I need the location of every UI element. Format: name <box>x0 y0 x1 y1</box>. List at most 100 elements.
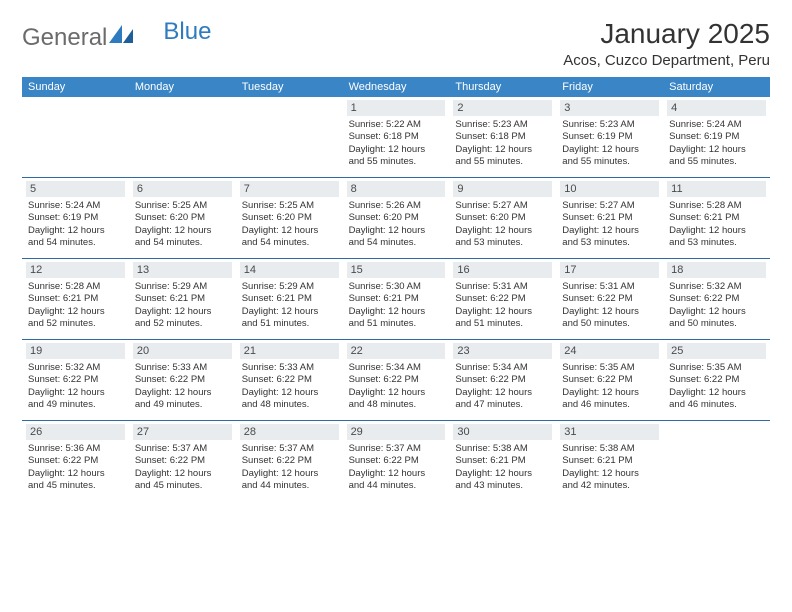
sunset-text: Sunset: 6:22 PM <box>28 374 123 386</box>
calendar: Sunday Monday Tuesday Wednesday Thursday… <box>22 77 770 501</box>
daylight-text: Daylight: 12 hours and 46 minutes. <box>562 387 657 412</box>
day-number: 26 <box>26 424 125 440</box>
sunrise-text: Sunrise: 5:23 AM <box>562 119 657 131</box>
sunrise-text: Sunrise: 5:33 AM <box>135 362 230 374</box>
sunset-text: Sunset: 6:21 PM <box>28 293 123 305</box>
sunset-text: Sunset: 6:22 PM <box>349 374 444 386</box>
day-info: Sunrise: 5:28 AMSunset: 6:21 PMDaylight:… <box>667 200 766 249</box>
daylight-text: Daylight: 12 hours and 54 minutes. <box>28 225 123 250</box>
day-info: Sunrise: 5:36 AMSunset: 6:22 PMDaylight:… <box>26 443 125 492</box>
day-cell <box>129 97 236 177</box>
sunset-text: Sunset: 6:22 PM <box>135 374 230 386</box>
sunrise-text: Sunrise: 5:35 AM <box>562 362 657 374</box>
day-cell: 11 Sunrise: 5:28 AMSunset: 6:21 PMDayligh… <box>663 178 770 258</box>
day-cell: 23Sunrise: 5:34 AMSunset: 6:22 PMDayligh… <box>449 340 556 420</box>
day-number: 8 <box>347 181 446 197</box>
day-info: Sunrise: 5:27 AMSunset: 6:20 PMDaylight:… <box>453 200 552 249</box>
day-info: Sunrise: 5:28 AMSunset: 6:21 PMDaylight:… <box>26 281 125 330</box>
day-cell: 6Sunrise: 5:25 AMSunset: 6:20 PMDaylight… <box>129 178 236 258</box>
day-cell: 16Sunrise: 5:31 AMSunset: 6:22 PMDayligh… <box>449 259 556 339</box>
day-cell: 9Sunrise: 5:27 AMSunset: 6:20 PMDaylight… <box>449 178 556 258</box>
day-info: Sunrise: 5:29 AMSunset: 6:21 PMDaylight:… <box>240 281 339 330</box>
daylight-text: Daylight: 12 hours and 54 minutes. <box>349 225 444 250</box>
day-number: 23 <box>453 343 552 359</box>
day-number: 28 <box>240 424 339 440</box>
day-info: Sunrise: 5:37 AMSunset: 6:22 PMDaylight:… <box>133 443 232 492</box>
day-info: Sunrise: 5:26 AMSunset: 6:20 PMDaylight:… <box>347 200 446 249</box>
sunset-text: Sunset: 6:19 PM <box>562 131 657 143</box>
day-info: Sunrise: 5:34 AMSunset: 6:22 PMDaylight:… <box>347 362 446 411</box>
sunrise-text: Sunrise: 5:30 AM <box>349 281 444 293</box>
day-number: 7 <box>240 181 339 197</box>
sunset-text: Sunset: 6:22 PM <box>242 455 337 467</box>
daylight-text: Daylight: 12 hours and 50 minutes. <box>669 306 764 331</box>
sunrise-text: Sunrise: 5:31 AM <box>455 281 550 293</box>
daylight-text: Daylight: 12 hours and 50 minutes. <box>562 306 657 331</box>
day-number: 5 <box>26 181 125 197</box>
day-info: Sunrise: 5:33 AMSunset: 6:22 PMDaylight:… <box>240 362 339 411</box>
daylight-text: Daylight: 12 hours and 46 minutes. <box>669 387 764 412</box>
day-info: Sunrise: 5:29 AMSunset: 6:21 PMDaylight:… <box>133 281 232 330</box>
daylight-text: Daylight: 12 hours and 54 minutes. <box>242 225 337 250</box>
week-row: 26Sunrise: 5:36 AMSunset: 6:22 PMDayligh… <box>22 421 770 501</box>
sunset-text: Sunset: 6:22 PM <box>135 455 230 467</box>
day-info: Sunrise: 5:38 AMSunset: 6:21 PMDaylight:… <box>560 443 659 492</box>
sunrise-text: Sunrise: 5:24 AM <box>28 200 123 212</box>
sunset-text: Sunset: 6:22 PM <box>562 293 657 305</box>
brand-part1: General <box>22 24 107 52</box>
day-cell: 2Sunrise: 5:23 AMSunset: 6:18 PMDaylight… <box>449 97 556 177</box>
sunset-text: Sunset: 6:22 PM <box>455 293 550 305</box>
day-number: 4 <box>667 100 766 116</box>
day-cell: 13Sunrise: 5:29 AMSunset: 6:21 PMDayligh… <box>129 259 236 339</box>
day-cell: 22Sunrise: 5:34 AMSunset: 6:22 PMDayligh… <box>343 340 450 420</box>
sunrise-text: Sunrise: 5:34 AM <box>349 362 444 374</box>
day-info: Sunrise: 5:37 AMSunset: 6:22 PMDaylight:… <box>240 443 339 492</box>
day-number: 17 <box>560 262 659 278</box>
sunset-text: Sunset: 6:20 PM <box>455 212 550 224</box>
dow-thursday: Thursday <box>449 77 556 97</box>
day-number: 31 <box>560 424 659 440</box>
sunset-text: Sunset: 6:20 PM <box>242 212 337 224</box>
sunrise-text: Sunrise: 5:23 AM <box>455 119 550 131</box>
day-number: 1 <box>347 100 446 116</box>
day-cell: 31 Sunrise: 5:38 AMSunset: 6:21 PMDayligh… <box>556 421 663 501</box>
day-info: Sunrise: 5:31 AMSunset: 6:22 PMDaylight:… <box>560 281 659 330</box>
daylight-text: Daylight: 12 hours and 55 minutes. <box>455 144 550 169</box>
daylight-text: Daylight: 12 hours and 54 minutes. <box>135 225 230 250</box>
day-info: Sunrise: 5:37 AMSunset: 6:22 PMDaylight:… <box>347 443 446 492</box>
day-info: Sunrise: 5:32 AMSunset: 6:22 PMDaylight:… <box>26 362 125 411</box>
day-cell <box>663 421 770 501</box>
page: General Blue January 2025 Acos, Cuzco De… <box>0 0 792 501</box>
sunset-text: Sunset: 6:22 PM <box>242 374 337 386</box>
day-cell: 7Sunrise: 5:25 AMSunset: 6:20 PMDaylight… <box>236 178 343 258</box>
day-number: 20 <box>133 343 232 359</box>
daylight-text: Daylight: 12 hours and 51 minutes. <box>349 306 444 331</box>
daylight-text: Daylight: 12 hours and 49 minutes. <box>28 387 123 412</box>
daylight-text: Daylight: 12 hours and 53 minutes. <box>455 225 550 250</box>
sunset-text: Sunset: 6:22 PM <box>28 455 123 467</box>
dow-sunday: Sunday <box>22 77 129 97</box>
weeks-container: 1Sunrise: 5:22 AMSunset: 6:18 PMDaylight… <box>22 97 770 501</box>
day-cell: 29Sunrise: 5:37 AMSunset: 6:22 PMDayligh… <box>343 421 450 501</box>
sunrise-text: Sunrise: 5:27 AM <box>455 200 550 212</box>
daylight-text: Daylight: 12 hours and 51 minutes. <box>242 306 337 331</box>
day-cell <box>22 97 129 177</box>
sunrise-text: Sunrise: 5:36 AM <box>28 443 123 455</box>
sunset-text: Sunset: 6:21 PM <box>242 293 337 305</box>
day-info: Sunrise: 5:35 AMSunset: 6:22 PMDaylight:… <box>667 362 766 411</box>
daylight-text: Daylight: 12 hours and 55 minutes. <box>562 144 657 169</box>
brand-sail-icon <box>109 24 135 52</box>
sunset-text: Sunset: 6:22 PM <box>562 374 657 386</box>
daylight-text: Daylight: 12 hours and 45 minutes. <box>28 468 123 493</box>
dow-row: Sunday Monday Tuesday Wednesday Thursday… <box>22 77 770 97</box>
daylight-text: Daylight: 12 hours and 48 minutes. <box>242 387 337 412</box>
day-info: Sunrise: 5:38 AMSunset: 6:21 PMDaylight:… <box>453 443 552 492</box>
day-cell: 4Sunrise: 5:24 AMSunset: 6:19 PMDaylight… <box>663 97 770 177</box>
day-info: Sunrise: 5:23 AMSunset: 6:18 PMDaylight:… <box>453 119 552 168</box>
day-number: 11 <box>667 181 766 197</box>
day-cell: 5Sunrise: 5:24 AMSunset: 6:19 PMDaylight… <box>22 178 129 258</box>
day-cell: 25Sunrise: 5:35 AMSunset: 6:22 PMDayligh… <box>663 340 770 420</box>
sunset-text: Sunset: 6:22 PM <box>455 374 550 386</box>
day-info: Sunrise: 5:31 AMSunset: 6:22 PMDaylight:… <box>453 281 552 330</box>
day-number: 27 <box>133 424 232 440</box>
